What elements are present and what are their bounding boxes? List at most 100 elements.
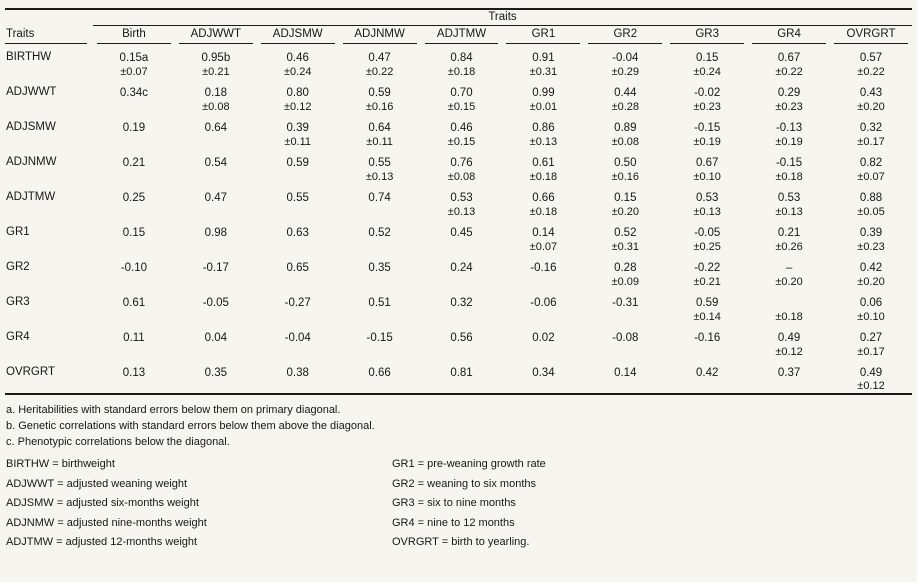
stderr-cell xyxy=(257,240,339,254)
column-header-label: ADJTMW xyxy=(424,26,499,44)
stderr-cell: ±0.22 xyxy=(365,65,394,78)
value-cell: -0.16 xyxy=(694,332,721,344)
stderr-cell xyxy=(93,310,175,324)
trait-row-label: ADJWWT xyxy=(6,86,57,98)
column-header-row: Traits Birth ADJWWT ADJSMW ADJNMW ADJTMW GR1 GR… xyxy=(5,26,912,44)
trait-row-label-spacer xyxy=(5,380,93,394)
value-cell: 0.70 xyxy=(450,87,473,99)
stderr-cell: ±0.10 xyxy=(857,310,885,323)
value-cell: 0.57 xyxy=(859,52,883,64)
legend-entry: GR1 = pre-weaning growth rate xyxy=(392,458,546,470)
stderr-row: ±0.11 ±0.11 ±0.15 ±0.13 ±0.08 ±0.19 ±0.19 ±0.17 xyxy=(5,135,912,149)
stderr-cell xyxy=(175,345,257,359)
value-cell: 0.66 xyxy=(368,367,391,379)
column-header: ADJNMW xyxy=(339,26,421,44)
value-cell: 0.15 xyxy=(122,227,146,239)
column-header-label: GR4 xyxy=(752,26,827,44)
value-cell: 0.95b xyxy=(201,52,231,64)
value-cell: 0.04 xyxy=(204,332,228,344)
stderr-cell xyxy=(93,170,175,184)
column-header: ADJSMW xyxy=(257,26,339,44)
stderr-cell: ±0.12 xyxy=(775,345,803,358)
stderr-cell: ±0.08 xyxy=(447,170,476,183)
stderr-cell: ±0.10 xyxy=(693,170,721,183)
stderr-cell xyxy=(257,275,339,289)
stderr-cell xyxy=(421,310,503,324)
stderr-cell xyxy=(257,310,339,324)
stderr-cell: ±0.31 xyxy=(611,240,640,253)
stderr-cell: ±0.07 xyxy=(857,170,885,183)
stderr-cell xyxy=(584,310,666,324)
trait-row-label-spacer xyxy=(5,65,93,79)
value-cell: -0.31 xyxy=(612,297,639,309)
stderr-row: ±0.13 ±0.18 ±0.20 ±0.13 ±0.13 ±0.05 xyxy=(5,205,912,219)
stderr-cell: ±0.15 xyxy=(447,100,476,113)
value-cell: 0.15 xyxy=(614,192,637,204)
stderr-cell: ±0.12 xyxy=(284,100,312,113)
value-cell: 0.65 xyxy=(286,262,309,274)
stderr-cell: ±0.19 xyxy=(693,135,721,148)
value-cell: 0.43 xyxy=(859,87,883,99)
legend-entry: ADJWWT = adjusted weaning weight xyxy=(6,477,188,490)
column-header: Birth xyxy=(93,26,175,44)
value-row: BIRTHW 0.15a 0.95b 0.46 0.47 0.84 0.91 -0.04 0.1… xyxy=(5,44,912,65)
stderr-cell: ±0.13 xyxy=(365,170,394,183)
stderr-cell: ±0.25 xyxy=(693,240,721,253)
legend-entry: GR4 = nine to 12 months xyxy=(392,516,515,529)
trait-row-label-spacer xyxy=(5,100,93,114)
value-cell: 0.24 xyxy=(450,262,473,274)
stderr-cell xyxy=(257,380,339,394)
value-cell: 0.39 xyxy=(286,122,309,134)
stderr-row: ±0.14 ±0.18 ±0.10 xyxy=(5,310,912,324)
value-cell: 0.34 xyxy=(532,367,555,379)
value-cell: 0.44 xyxy=(614,87,637,99)
value-cell: 0.13 xyxy=(122,367,146,379)
value-row: GR2 -0.10 -0.17 0.65 0.35 0.24 -0.16 0.28 -0.22 –… xyxy=(5,254,912,275)
column-header-label: Birth xyxy=(97,26,171,44)
stderr-cell: ±0.11 xyxy=(366,135,393,148)
column-header: GR3 xyxy=(666,26,748,44)
stderr-cell xyxy=(93,275,175,289)
stderr-cell xyxy=(93,100,175,114)
stderr-cell: ±0.23 xyxy=(857,240,885,253)
value-cell: 0.32 xyxy=(859,122,883,134)
value-cell: 0.21 xyxy=(122,157,146,169)
trait-row-label: ADJSMW xyxy=(6,121,56,133)
value-cell: -0.04 xyxy=(612,52,639,64)
stderr-cell xyxy=(175,310,257,324)
value-cell: -0.15 xyxy=(694,122,721,134)
stderr-cell xyxy=(421,345,503,359)
value-cell: 0.15 xyxy=(695,52,719,64)
column-header: GR1 xyxy=(502,26,584,44)
legend-entry: ADJTMW = adjusted 12-months weight xyxy=(6,536,198,548)
traits-span-header: Traits xyxy=(93,9,912,26)
stderr-cell: ±0.23 xyxy=(693,100,721,113)
legend-entry: OVRGRT = birth to yearling. xyxy=(392,536,530,548)
footnote: a. Heritabilities with standard errors b… xyxy=(6,404,341,416)
value-cell: -0.05 xyxy=(694,227,721,239)
value-cell: -0.27 xyxy=(284,297,311,309)
value-cell: 0.35 xyxy=(204,367,228,379)
value-cell: 0.29 xyxy=(777,87,801,99)
value-cell: 0.81 xyxy=(450,367,473,379)
value-cell: -0.17 xyxy=(202,262,229,274)
value-cell: 0.32 xyxy=(450,297,473,309)
value-cell: 0.59 xyxy=(695,297,719,309)
stderr-cell xyxy=(502,275,584,289)
stderr-cell: ±0.18 xyxy=(447,65,476,78)
value-cell: 0.84 xyxy=(450,52,473,64)
value-cell: 0.42 xyxy=(695,367,719,379)
trait-row-label: BIRTHW xyxy=(6,51,52,63)
value-cell: 0.67 xyxy=(695,157,719,169)
stderr-cell: ±0.19 xyxy=(775,135,803,148)
trait-row-label-spacer xyxy=(5,240,93,254)
value-cell: 0.55 xyxy=(368,157,391,169)
value-cell: 0.21 xyxy=(777,227,801,239)
stderr-row: ±0.12 xyxy=(5,380,912,394)
value-cell: 0.80 xyxy=(286,87,309,99)
trait-row-label: GR3 xyxy=(6,296,30,308)
value-cell: 0.39 xyxy=(859,227,883,239)
stderr-cell xyxy=(257,345,339,359)
stderr-cell: ±0.13 xyxy=(693,205,721,218)
